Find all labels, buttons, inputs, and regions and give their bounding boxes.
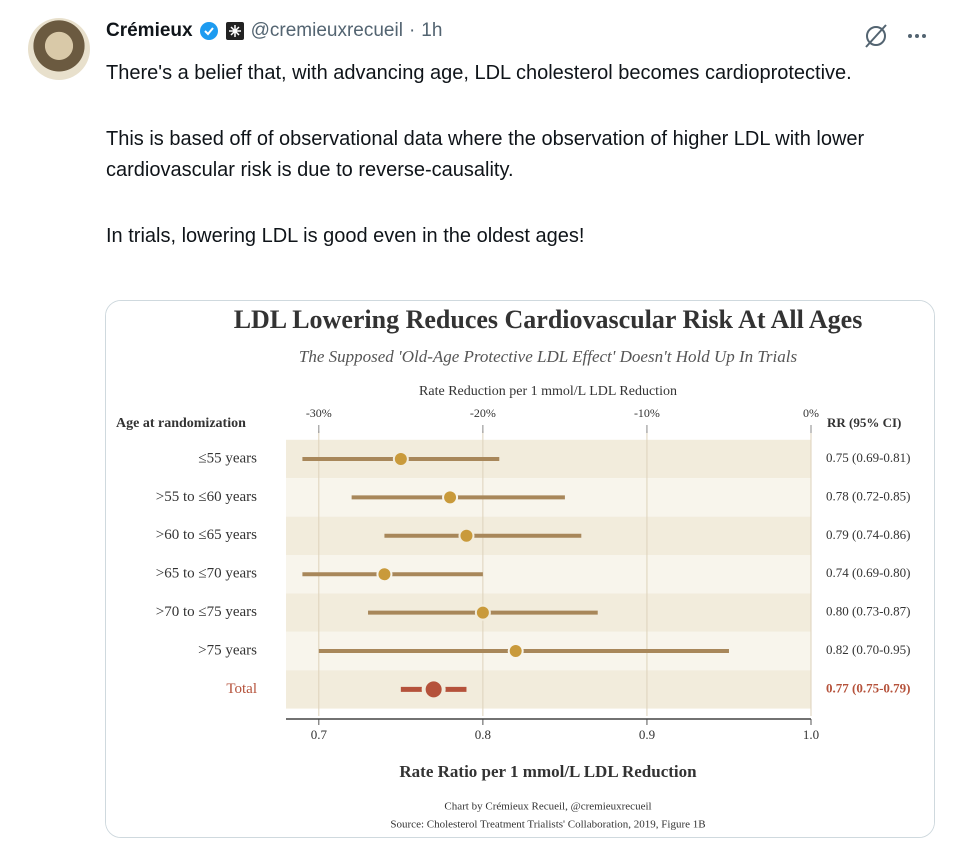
- row-label: >55 to ≤60 years: [156, 489, 257, 505]
- handle[interactable]: @cremieuxrecueil: [250, 20, 403, 41]
- x-tick-label: 0.9: [639, 727, 655, 742]
- value-label: 0.80 (0.73-0.87): [826, 604, 911, 619]
- paragraph: This is based off of observational data …: [106, 128, 865, 181]
- tweet-text: There's a belief that, with advancing ag…: [106, 58, 866, 287]
- x2-axis-label: Rate Reduction per 1 mmol/L LDL Reductio…: [419, 384, 677, 399]
- row-label: >60 to ≤65 years: [156, 527, 257, 543]
- tweet-header: Crémieux @cremieuxrecueil · 1h: [106, 20, 442, 42]
- point-estimate: [507, 643, 524, 659]
- x-tick-label: 1.0: [803, 727, 819, 742]
- row-label: ≤55 years: [198, 450, 257, 466]
- grok-button[interactable]: [865, 24, 887, 48]
- value-label: 0.79 (0.74-0.86): [826, 527, 911, 542]
- affiliate-badge: [225, 22, 244, 40]
- avatar[interactable]: [28, 18, 90, 80]
- paragraph: There's a belief that, with advancing ag…: [106, 62, 852, 84]
- point-estimate: [376, 566, 393, 583]
- row-label: Total: [226, 681, 257, 697]
- point-estimate: [392, 451, 409, 467]
- point-estimate: [421, 677, 446, 702]
- value-label: 0.82 (0.70-0.95): [826, 642, 911, 657]
- x-tick-label: 0.8: [475, 727, 491, 742]
- tweet-actions: [865, 24, 926, 48]
- point-estimate: [442, 489, 459, 506]
- paragraph: In trials, lowering LDL is good even in …: [106, 225, 585, 247]
- x2-tick-label: -10%: [634, 406, 660, 420]
- media-card[interactable]: LDL Lowering Reduces Cardiovascular Risk…: [105, 300, 935, 838]
- timestamp[interactable]: 1h: [421, 20, 443, 41]
- source: Source: Cholesterol Treatment Trialists'…: [390, 819, 705, 831]
- x-tick-label: 0.7: [311, 727, 328, 742]
- row-label: >70 to ≤75 years: [156, 604, 257, 620]
- more-button[interactable]: [908, 34, 926, 38]
- row-stripe: [286, 670, 811, 709]
- row-label: >65 to ≤70 years: [156, 566, 257, 582]
- row-label: >75 years: [198, 642, 257, 658]
- credit: Chart by Crémieux Recueil, @cremieuxrecu…: [444, 801, 651, 813]
- point-estimate: [474, 604, 491, 621]
- author-name[interactable]: Crémieux: [106, 20, 193, 41]
- verified-badge: [199, 22, 218, 40]
- x2-tick-label: -30%: [306, 406, 332, 420]
- separator: ·: [408, 20, 416, 41]
- x2-tick-label: 0%: [803, 406, 819, 420]
- x2-tick-label: -20%: [470, 406, 496, 420]
- chart-subtitle: The Supposed 'Old-Age Protective LDL Eff…: [299, 347, 798, 366]
- value-label: 0.77 (0.75-0.79): [826, 680, 911, 695]
- x-axis-label: Rate Ratio per 1 mmol/L LDL Reduction: [399, 762, 697, 781]
- value-label: 0.78 (0.72-0.85): [826, 488, 911, 503]
- chart-title: LDL Lowering Reduces Cardiovascular Risk…: [234, 305, 863, 334]
- value-label: 0.74 (0.69-0.80): [826, 565, 911, 580]
- row-header: Age at randomization: [116, 416, 246, 431]
- chart: LDL Lowering Reduces Cardiovascular Risk…: [106, 301, 934, 837]
- value-label: 0.75 (0.69-0.81): [826, 450, 911, 465]
- point-estimate: [458, 527, 475, 544]
- value-header: RR (95% CI): [827, 415, 901, 430]
